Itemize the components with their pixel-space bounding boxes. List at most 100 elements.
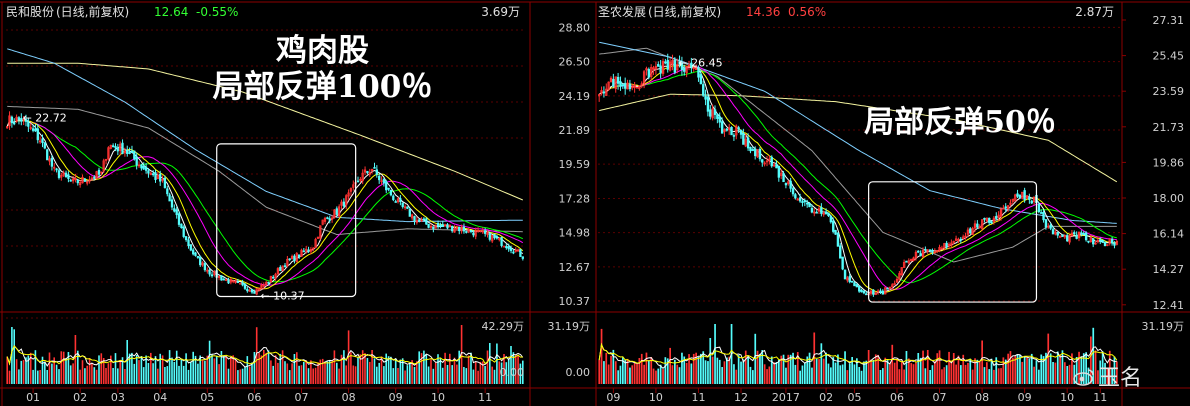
volume-bar <box>74 335 77 384</box>
candle-body <box>36 128 39 141</box>
candle-body <box>314 239 317 249</box>
candle-body <box>692 67 695 70</box>
candle-body <box>810 207 814 213</box>
candle-body <box>50 158 54 167</box>
volume-bar <box>990 358 993 384</box>
ma120-line <box>7 105 523 236</box>
ma30-line <box>598 70 1117 284</box>
ma250-line <box>599 93 1118 183</box>
candle-body <box>151 173 155 176</box>
candle-body <box>980 219 984 229</box>
volume-bar <box>397 368 399 384</box>
candle-body <box>187 239 190 247</box>
candle-body <box>413 216 416 222</box>
volume-bar <box>976 359 979 384</box>
volume-bar <box>307 368 310 384</box>
volume-bar <box>41 356 44 384</box>
volume-bar <box>432 368 435 384</box>
volume-bar <box>640 353 643 384</box>
candle-body <box>1002 207 1005 210</box>
candle-body <box>257 288 261 291</box>
candle-body <box>850 280 854 283</box>
candle-body <box>1068 235 1071 243</box>
volume-bar <box>498 361 501 384</box>
date-label: 11 <box>691 391 705 404</box>
candle-body <box>969 228 972 234</box>
volume-bar <box>695 352 697 384</box>
volume-bar <box>107 363 110 384</box>
volume-bar <box>1106 368 1109 384</box>
volume-bar <box>879 370 882 384</box>
volume-bar <box>519 363 522 384</box>
candle-body <box>192 249 195 255</box>
volume-bar <box>124 369 126 384</box>
candle-body <box>224 279 228 281</box>
candle-body <box>24 119 28 122</box>
volume-bar <box>18 369 20 384</box>
candle-body <box>342 201 346 207</box>
candle-body <box>220 275 223 281</box>
volume-bar <box>6 356 8 384</box>
volume-bar <box>60 351 63 384</box>
volume-bar <box>603 361 605 384</box>
volume-bar <box>451 365 453 384</box>
volume-bar <box>742 359 745 384</box>
candle-body <box>756 149 759 158</box>
candles <box>6 111 524 296</box>
price-tick-right: 27.31 <box>1153 14 1185 27</box>
volume-bar <box>1030 353 1033 384</box>
volume-bar <box>702 351 705 384</box>
candle-body <box>1070 232 1074 236</box>
volume-bar <box>853 364 856 384</box>
candle-body <box>966 229 970 235</box>
candle-body <box>1009 202 1012 205</box>
candle-body <box>385 181 388 191</box>
candle-body <box>90 177 94 180</box>
volume-bar <box>1090 336 1092 384</box>
volume-bar <box>891 344 894 384</box>
volume-bar <box>199 355 201 384</box>
candle-body <box>140 164 143 169</box>
candle-body <box>1108 238 1111 244</box>
volume-bar <box>460 325 463 384</box>
candle-body <box>1073 232 1076 235</box>
volume-bar <box>681 352 683 384</box>
volume-bar <box>1059 355 1061 384</box>
candle-body <box>917 250 920 253</box>
candle-body <box>886 287 889 290</box>
period-label: (日线,前复权) <box>56 4 129 19</box>
volume-bar <box>112 368 114 384</box>
volume-bar <box>100 353 103 384</box>
candle-body <box>690 62 693 68</box>
price-tick: 12.67 <box>559 261 591 274</box>
candle-body <box>676 64 679 71</box>
candle-body <box>74 178 77 181</box>
volume-bar <box>373 358 376 384</box>
volume-bar <box>1111 368 1113 384</box>
candle-body <box>772 164 776 167</box>
volume-bar <box>1012 357 1014 384</box>
volume-bar <box>683 356 686 384</box>
candle-body <box>940 247 944 250</box>
candle-body <box>476 230 480 232</box>
volume-label: 3.69万 <box>481 5 520 19</box>
candle-body <box>858 285 861 292</box>
candle-body <box>455 227 459 229</box>
volume-bar <box>922 350 924 384</box>
candle-body <box>1011 198 1015 202</box>
volume-bar <box>79 369 81 384</box>
candle-body <box>71 178 75 182</box>
candle-body <box>446 224 449 229</box>
candle-body <box>429 225 433 228</box>
volume-bar <box>692 353 695 384</box>
candle-body <box>359 178 362 181</box>
volume-bar <box>1042 356 1045 384</box>
candle-body <box>794 194 797 199</box>
volume-bar <box>321 358 324 384</box>
volume-bar <box>804 362 806 384</box>
volume-bar <box>401 358 404 384</box>
candle-body <box>443 224 447 227</box>
candle-body <box>706 96 710 112</box>
candle-body <box>295 253 298 263</box>
volume-bar <box>600 328 603 384</box>
